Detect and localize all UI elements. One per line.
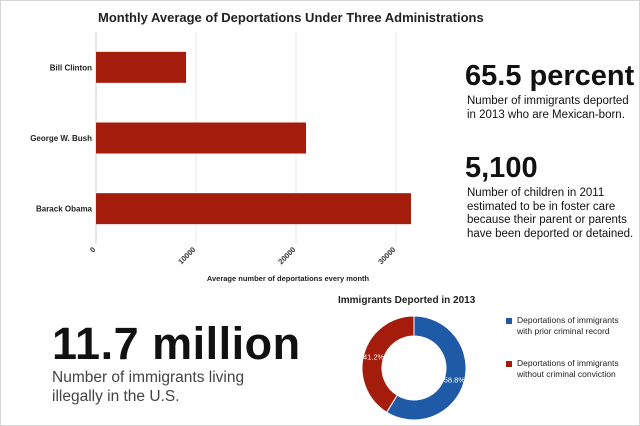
donut-value-label-no-conviction: 41.2% bbox=[363, 353, 385, 362]
x-tick-label-0: 0 bbox=[88, 245, 97, 254]
donut-chart: 58.8% 41.2% bbox=[361, 315, 467, 421]
stat-illegal-immigrants-value: 11.7 million bbox=[52, 318, 301, 369]
x-tick-label-30000: 30000 bbox=[376, 245, 397, 266]
stat-foster-care-description: Number of children in 2011 estimated to … bbox=[467, 187, 634, 240]
bar-george-w-bush bbox=[96, 122, 306, 154]
donut-slice-no-conviction bbox=[361, 315, 415, 413]
legend-item-no-conviction: Deportations of immigrants without crimi… bbox=[506, 358, 631, 379]
bar-chart-title: Monthly Average of Deportations Under Th… bbox=[98, 10, 484, 25]
donut-value-label-criminal-record: 58.8% bbox=[444, 375, 466, 384]
bar-barack-obama bbox=[96, 193, 411, 225]
x-axis-label: Average number of deportations every mon… bbox=[207, 274, 370, 283]
x-tick-label-10000: 10000 bbox=[176, 245, 197, 266]
legend-swatch-no-conviction bbox=[506, 361, 512, 367]
bar-bill-clinton bbox=[96, 51, 186, 83]
legend-label-no-conviction: Deportations of immigrants without crimi… bbox=[517, 358, 619, 379]
legend-swatch-criminal-record bbox=[506, 318, 512, 324]
stat-foster-care-value: 5,100 bbox=[465, 152, 538, 184]
legend-label-criminal-record: Deportations of immigrants with prior cr… bbox=[517, 315, 619, 336]
stat-mexican-born-description: Number of immigrants deported in 2013 wh… bbox=[467, 95, 629, 121]
donut-slice-criminal-record bbox=[386, 315, 467, 421]
donut-chart-title: Immigrants Deported in 2013 bbox=[338, 295, 476, 306]
x-tick-label-20000: 20000 bbox=[276, 245, 297, 266]
legend-item-criminal-record: Deportations of immigrants with prior cr… bbox=[506, 315, 631, 336]
category-label-barack-obama: Barack Obama bbox=[36, 205, 93, 214]
category-label-bill-clinton: Bill Clinton bbox=[50, 63, 92, 72]
bar-chart: Bill Clinton George W. Bush Barack Obama 0 1… bbox=[30, 32, 411, 283]
stat-illegal-immigrants-description: Number of immigrants living illegally in… bbox=[52, 369, 245, 405]
stat-mexican-born-value: 65.5 percent bbox=[465, 60, 635, 92]
category-label-george-w-bush: George W. Bush bbox=[30, 134, 92, 143]
